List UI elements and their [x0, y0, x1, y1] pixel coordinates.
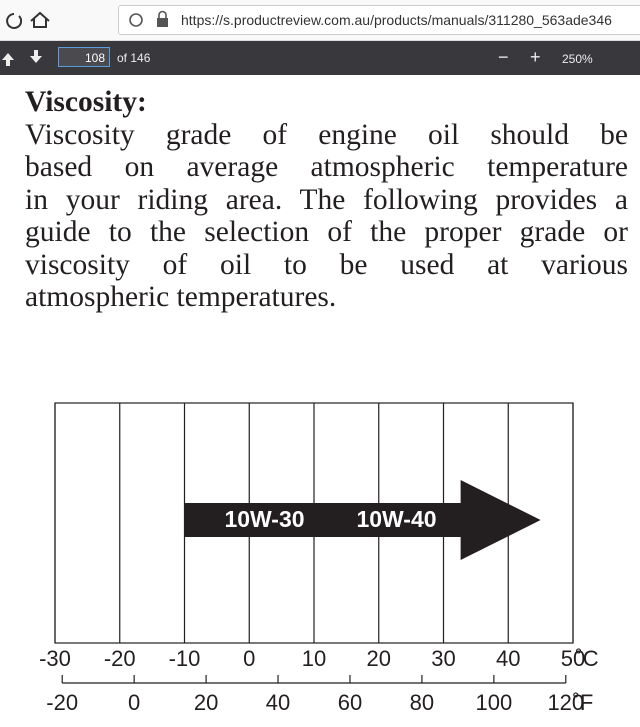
x2-tick-label: 20 [194, 690, 218, 715]
x-unit: ˚C [575, 646, 598, 671]
x-tick-label: 20 [367, 646, 391, 671]
x-tick-label: 0 [243, 646, 255, 671]
grade-label: 10W-30 [224, 506, 304, 532]
page-total: of 146 [117, 51, 151, 65]
x-tick-label: 40 [496, 646, 520, 671]
text-line: based on average atmospheric temperature [25, 151, 628, 183]
heading: Viscosity: [25, 86, 147, 118]
x2-tick-label: 80 [410, 690, 434, 715]
x-tick-label: 50 [561, 646, 585, 671]
x2-tick-label: 40 [266, 690, 290, 715]
range-arrow [184, 480, 541, 560]
url-text: https://s.productreview.com.au/products/… [181, 12, 612, 28]
text-line: Viscosity grade of engine oil should be [25, 118, 628, 151]
text-line: atmospheric temperatures. [25, 281, 337, 313]
text-line: in your riding area. The following provi… [25, 183, 628, 216]
address-bar[interactable]: https://s.productreview.com.au/products/… [118, 5, 640, 35]
x-tick-label: 30 [431, 646, 455, 671]
x-tick-label: -30 [39, 646, 71, 671]
x2-tick-label: 0 [128, 690, 140, 715]
x-tick-label: 10 [302, 646, 326, 671]
paragraph: Viscosity grade of engine oil should be b… [25, 119, 628, 314]
text-line: guide to the selection of the proper gra… [25, 216, 628, 248]
nav-icons [6, 11, 50, 29]
x-tick-label: -10 [169, 646, 201, 671]
browser-toolbar: https://s.productreview.com.au/products/… [0, 0, 640, 41]
next-page[interactable] [30, 50, 42, 63]
text-line: viscosity of oil to be used at various [25, 248, 628, 281]
security-icons [129, 10, 168, 27]
prev-page[interactable] [2, 53, 14, 66]
x2-tick-label: -20 [46, 690, 78, 715]
home[interactable] [30, 11, 50, 28]
x2-unit: ˚F [573, 690, 594, 715]
zoom-out[interactable]: − [498, 47, 509, 67]
reload[interactable] [6, 13, 23, 29]
grade-label: 10W-40 [356, 506, 436, 532]
x2-tick-label: 120 [547, 690, 584, 715]
document: Viscosity: Viscosity grade of engine oil… [25, 86, 628, 314]
page-input[interactable]: 108 [58, 47, 110, 67]
pdf-toolbar: 108 of 146 − + 250% [0, 41, 640, 75]
viscosity-chart: -30 -20 -10 0 10 20 30 40 50˚C -20 0 20 40 60 80 100 120… [39, 402, 599, 715]
page-arrows [2, 50, 42, 66]
zoom-level[interactable]: 250% [562, 52, 593, 66]
x-tick-label: -20 [104, 646, 136, 671]
zoom-in[interactable]: + [530, 47, 541, 67]
x2-tick-label: 100 [476, 690, 513, 715]
x2-tick-label: 60 [338, 690, 362, 715]
